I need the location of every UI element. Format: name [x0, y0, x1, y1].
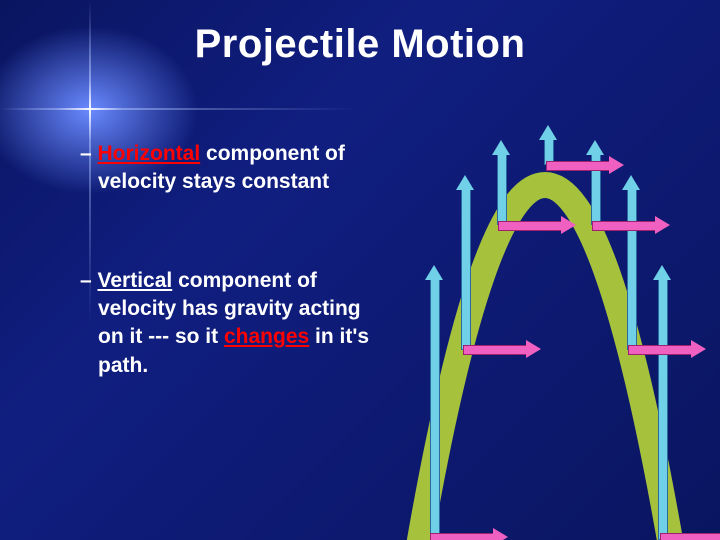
arrow-head-icon [622, 175, 640, 190]
arrow-head-icon [609, 156, 624, 174]
velocity-horizontal-arrow [430, 528, 508, 540]
title-text: Projectile Motion [195, 22, 526, 66]
arrow-shaft [498, 221, 563, 231]
arrow-shaft [430, 533, 495, 540]
page-title: Projectile Motion [0, 22, 720, 67]
arrow-head-icon [691, 340, 706, 358]
arrow-head-icon [526, 340, 541, 358]
trajectory-diagram [390, 130, 700, 540]
arrow-head-icon [586, 140, 604, 155]
arrow-head-icon [456, 175, 474, 190]
arrow-head-icon [653, 265, 671, 280]
arrow-head-icon [561, 216, 576, 234]
arrow-head-icon [655, 216, 670, 234]
arrow-shaft [627, 188, 637, 350]
velocity-vertical-arrow [492, 140, 510, 225]
arrow-head-icon [539, 125, 557, 140]
arrow-shaft [461, 188, 471, 350]
bullet-dash: – [80, 142, 98, 165]
velocity-vertical-arrow [456, 175, 474, 350]
lens-flare-horizontal [0, 108, 720, 110]
arrow-shaft [546, 161, 611, 171]
bullet-horizontal: – Horizontal component of velocity stays… [80, 140, 380, 197]
velocity-horizontal-arrow [660, 528, 720, 540]
slide: Projectile Motion – Horizontal component… [0, 0, 720, 540]
arrow-shaft [628, 345, 693, 355]
arrow-shaft [660, 533, 720, 540]
bullet-list: – Horizontal component of velocity stays… [80, 140, 380, 380]
arrow-shaft [430, 278, 440, 540]
bullet-dash: – [80, 269, 98, 292]
velocity-horizontal-arrow [546, 156, 624, 174]
velocity-horizontal-arrow [628, 340, 706, 358]
bullet-vertical: – Vertical component of velocity has gra… [80, 267, 380, 380]
velocity-vertical-arrow [586, 140, 604, 225]
velocity-horizontal-arrow [592, 216, 670, 234]
arrow-head-icon [493, 528, 508, 540]
arrow-shaft [497, 153, 507, 225]
velocity-vertical-arrow [425, 265, 443, 540]
arrow-shaft [658, 278, 668, 540]
arrow-head-icon [492, 140, 510, 155]
velocity-vertical-arrow [622, 175, 640, 350]
highlight-horizontal: Horizontal [98, 142, 201, 165]
arrow-shaft [592, 221, 657, 231]
velocity-horizontal-arrow [498, 216, 576, 234]
arrow-shaft [463, 345, 528, 355]
arrow-head-icon [425, 265, 443, 280]
velocity-vertical-arrow [653, 265, 671, 540]
highlight-vertical: Vertical [98, 269, 173, 292]
velocity-horizontal-arrow [463, 340, 541, 358]
highlight-changes: changes [224, 325, 309, 348]
